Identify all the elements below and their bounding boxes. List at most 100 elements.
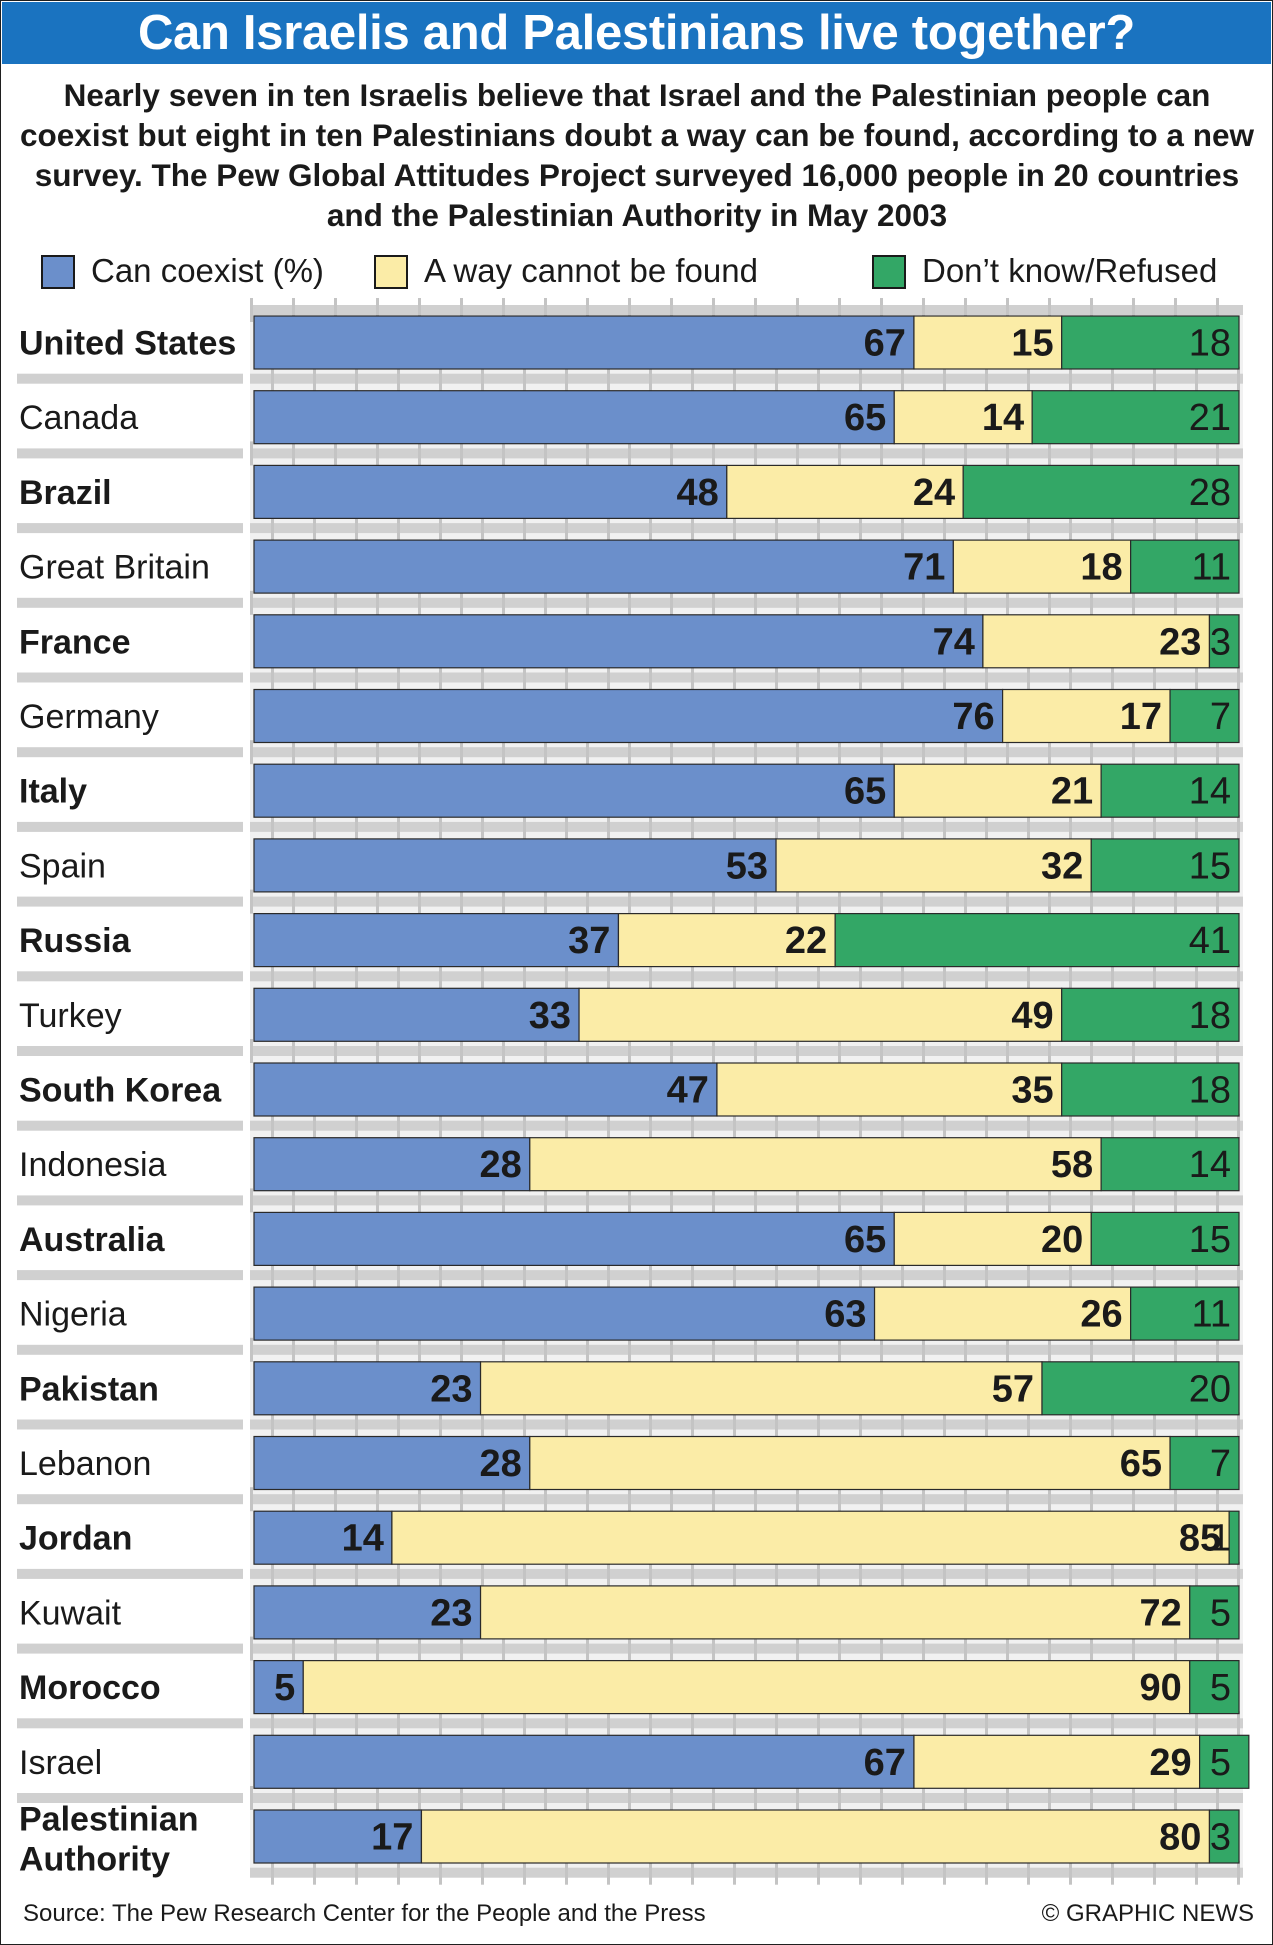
category-label-pakistan: Pakistan (19, 1370, 159, 1408)
title-bar: Can Israelis and Palestinians live toget… (2, 2, 1271, 64)
category-label-line: Israel (19, 1744, 102, 1782)
brick-joint (1006, 889, 1009, 914)
brick-joint (859, 366, 862, 391)
brick-joint (985, 964, 988, 989)
value-label-germany-a-way-cannot-be-found: 17 (1120, 696, 1162, 738)
brick-joint (481, 1711, 484, 1736)
brick-joint (775, 1561, 778, 1586)
value-label-turkey-can-coexist: 33 (529, 995, 571, 1037)
brick-joint (544, 1636, 547, 1661)
bar-united-states-a-way-cannot-be-found (913, 315, 1063, 370)
bar-indonesia-don-t-know-refused (1100, 1137, 1240, 1192)
brick-joint (901, 1263, 904, 1288)
brick-joint (586, 441, 589, 466)
brick-joint (1111, 964, 1114, 989)
legend-label-dont-know: Don’t know/Refused (922, 252, 1218, 289)
brick-joint (1132, 590, 1135, 615)
value-label-kuwait-don-t-know-refused: 5 (1210, 1592, 1231, 1634)
brick-joint (1111, 1113, 1114, 1138)
brick-joint (1069, 1860, 1072, 1885)
brick-joint (880, 889, 883, 914)
brick-joint (1174, 1188, 1177, 1213)
category-label-russia: Russia (19, 922, 132, 960)
source-note: Source: The Pew Research Center for the … (23, 1900, 706, 1927)
brick-joint (1132, 889, 1135, 914)
brick-joint (796, 889, 799, 914)
brick-joint (1090, 740, 1093, 765)
brick-joint (922, 1188, 925, 1213)
brick-joint (1006, 298, 1009, 322)
brick-joint (460, 1337, 463, 1362)
brick-joint (607, 1113, 610, 1138)
brick-joint (649, 366, 652, 391)
brick-joint (859, 516, 862, 541)
brick-joint (523, 665, 526, 690)
brick-joint (1006, 740, 1009, 765)
brick-joint (670, 889, 673, 914)
brick-joint (1237, 964, 1240, 989)
value-label-nigeria-a-way-cannot-be-found: 26 (1080, 1294, 1122, 1336)
brick-joint (985, 1860, 988, 1885)
value-label-palestinian-authority-a-way-cannot-be-found: 80 (1159, 1817, 1201, 1859)
brick-joint (1195, 1263, 1198, 1288)
brick-joint (481, 1412, 484, 1437)
category-label-line: Germany (19, 698, 159, 736)
brick-joint (691, 665, 694, 690)
brick-joint (271, 1860, 274, 1885)
brick-joint (460, 298, 463, 322)
brick-joint (271, 1113, 274, 1138)
value-label-france-don-t-know-refused: 3 (1210, 621, 1231, 663)
brick-joint (943, 814, 946, 839)
brick-joint (313, 1263, 316, 1288)
brick-joint (544, 298, 547, 322)
brick-joint (712, 1636, 715, 1661)
label-separator (17, 448, 243, 459)
legend-swatch-dont-know (872, 255, 906, 289)
value-label-south-korea-can-coexist: 47 (667, 1070, 709, 1112)
value-label-south-korea-a-way-cannot-be-found: 35 (1011, 1070, 1053, 1112)
brick-joint (1111, 1860, 1114, 1885)
brick-joint (817, 1561, 820, 1586)
brick-joint (1069, 1711, 1072, 1736)
brick-joint (1132, 441, 1135, 466)
brick-joint (271, 1263, 274, 1288)
brick-joint (880, 1337, 883, 1362)
brick-joint (250, 740, 253, 765)
brick-joint (355, 1263, 358, 1288)
brick-joint (1048, 889, 1051, 914)
brick-joint (649, 665, 652, 690)
category-label-brazil: Brazil (19, 474, 112, 512)
brick-joint (1048, 1188, 1051, 1213)
brick-joint (1132, 1487, 1135, 1512)
bar-germany-can-coexist (253, 688, 1004, 744)
brick-joint (817, 1113, 820, 1138)
brick-joint (859, 1561, 862, 1586)
bar-russia-can-coexist (253, 912, 620, 968)
brick-joint (817, 1263, 820, 1288)
legend-label-can-coexist: Can coexist (%) (91, 252, 324, 289)
brick-joint (817, 665, 820, 690)
chart-title: Can Israelis and Palestinians live toget… (137, 6, 1136, 60)
brick-joint (1195, 516, 1198, 541)
brick-joint (586, 1039, 589, 1063)
value-label-indonesia-can-coexist: 28 (480, 1144, 522, 1186)
brick-joint (1237, 1113, 1240, 1138)
brick-joint (586, 1786, 589, 1810)
brick-joint (838, 441, 841, 466)
brick-joint (922, 1337, 925, 1362)
brick-joint (481, 1860, 484, 1885)
brick-joint (859, 1263, 862, 1288)
brick-joint (355, 516, 358, 541)
value-label-morocco-don-t-know-refused: 5 (1210, 1667, 1231, 1709)
bar-palestinian-authority-don-t-know-refused (1208, 1809, 1240, 1864)
brick-mortar-line (250, 1793, 1243, 1803)
brick-joint (544, 1786, 547, 1810)
brick-joint (1048, 1786, 1051, 1810)
brick-joint (334, 889, 337, 914)
brick-joint (901, 1561, 904, 1586)
brick-joint (607, 1711, 610, 1736)
brick-joint (1027, 366, 1030, 391)
brick-joint (1090, 590, 1093, 615)
value-label-germany-can-coexist: 76 (952, 696, 994, 738)
brick-joint (1216, 1786, 1219, 1810)
